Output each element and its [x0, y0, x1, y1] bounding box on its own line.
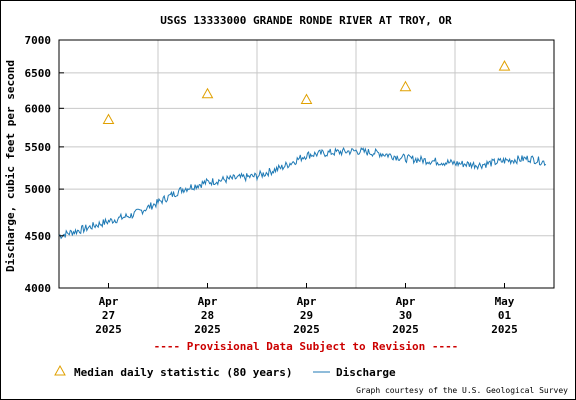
- y-tick-label: 6000: [25, 102, 52, 115]
- x-tick-label: 2025: [392, 323, 419, 336]
- x-tick-label: 01: [498, 309, 512, 322]
- x-tick-label: Apr: [396, 295, 416, 308]
- y-tick-label: 7000: [25, 34, 52, 47]
- x-tick-label: Apr: [198, 295, 218, 308]
- y-tick-label: 5500: [25, 141, 52, 154]
- x-tick-label: 28: [201, 309, 214, 322]
- chart-title: USGS 13333000 GRANDE RONDE RIVER AT TROY…: [160, 14, 452, 27]
- legend-triangle-icon: [54, 364, 66, 376]
- legend-discharge-label: Discharge: [336, 366, 396, 379]
- legend-median-label: Median daily statistic (80 years): [74, 366, 293, 379]
- x-tick-label: Apr: [99, 295, 119, 308]
- x-tick-label: 30: [399, 309, 412, 322]
- discharge-line: [58, 146, 547, 240]
- median-marker: [300, 93, 313, 105]
- y-axis-label: Discharge, cubic feet per second: [4, 60, 17, 272]
- y-tick-label: 4500: [25, 230, 52, 243]
- x-axis-ticks: Apr272025Apr282025Apr292025Apr302025May0…: [95, 283, 518, 336]
- y-axis-ticks: 4000 4500 5000 5500 6000 6500 7000: [25, 34, 64, 295]
- series-layer: [58, 60, 547, 240]
- x-tick-label: 2025: [194, 323, 221, 336]
- y-tick-label: 5000: [25, 183, 52, 196]
- provisional-notice: ---- Provisional Data Subject to Revisio…: [154, 340, 459, 353]
- x-tick-label: 27: [102, 309, 115, 322]
- y-tick-label: 6500: [25, 67, 52, 80]
- median-marker: [498, 60, 511, 71]
- credit-text: Graph courtesy of the U.S. Geological Su…: [356, 386, 568, 395]
- x-tick-label: 2025: [491, 323, 518, 336]
- x-tick-label: 29: [300, 309, 313, 322]
- x-tick-label: May: [495, 295, 515, 308]
- median-marker: [102, 113, 115, 125]
- median-marker: [201, 87, 214, 99]
- x-tick-label: 2025: [293, 323, 320, 336]
- y-tick-label: 4000: [25, 282, 52, 295]
- median-marker: [399, 80, 412, 92]
- grid-lines: [59, 40, 554, 288]
- x-tick-label: 2025: [95, 323, 122, 336]
- legend: Median daily statistic (80 years) Discha…: [54, 364, 396, 379]
- x-tick-label: Apr: [297, 295, 317, 308]
